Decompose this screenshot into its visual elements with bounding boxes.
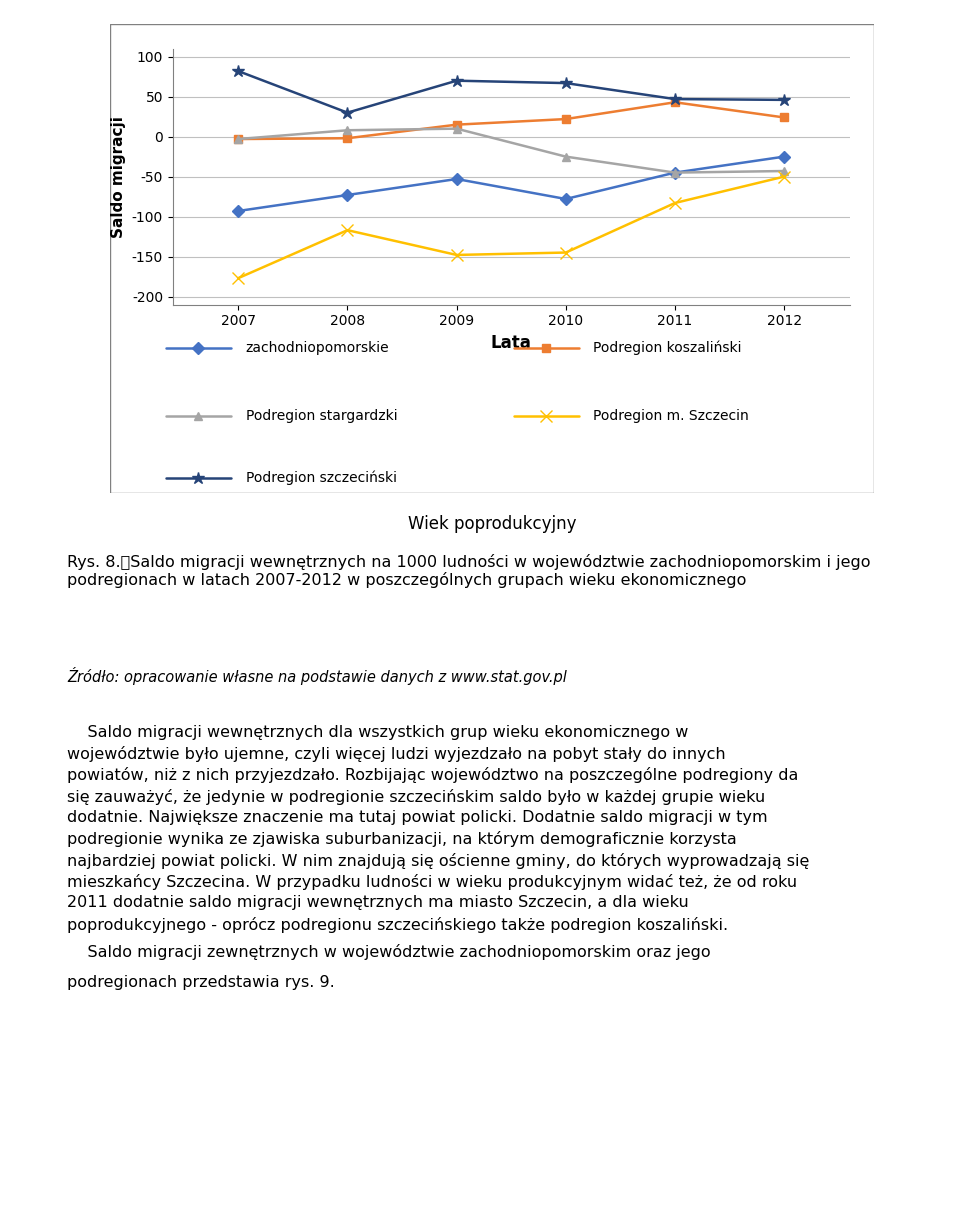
Podregion koszaliński (779, 110, 790, 124)
Podregion koszaliński (342, 132, 353, 146)
Text: mieszkańcy Szczecina. W przypadku ludności w wieku produkcyjnym widać też, że od: mieszkańcy Szczecina. W przypadku ludnoś… (67, 875, 798, 890)
Podregion szczeciński (560, 76, 571, 90)
Podregion stargardzki (451, 122, 463, 136)
Podregion szczeciński (779, 93, 790, 107)
Text: Rys. 8.	Saldo migracji wewnętrznych na 1000 ludności w województwie zachodniopom: Rys. 8. Saldo migracji wewnętrznych na 1… (67, 554, 871, 588)
Text: najbardziej powiat policki. W nim znajdują się ościenne gminy, do których wyprow: najbardziej powiat policki. W nim znajdu… (67, 853, 809, 868)
Text: Saldo migracji zewnętrznych w województwie zachodniopomorskim oraz jego: Saldo migracji zewnętrznych w województw… (67, 944, 710, 960)
X-axis label: Lata: Lata (491, 334, 532, 352)
Text: Podregion koszaliński: Podregion koszaliński (593, 341, 742, 356)
Line: Podregion stargardzki: Podregion stargardzki (234, 124, 788, 177)
Text: zachodniopomorskie: zachodniopomorskie (246, 341, 389, 356)
Text: powiatów, niż z nich przyjezdzało. Rozbijając województwo na poszczególne podreg: powiatów, niż z nich przyjezdzało. Rozbi… (67, 767, 799, 783)
Text: Podregion stargardzki: Podregion stargardzki (246, 409, 397, 424)
Text: się zauważyć, że jedynie w podregionie szczecińskim saldo było w każdej grupie w: się zauważyć, że jedynie w podregionie s… (67, 789, 765, 805)
Text: Podregion m. Szczecin: Podregion m. Szczecin (593, 409, 749, 424)
Podregion koszaliński (451, 117, 463, 132)
zachodniopomorskie (560, 191, 571, 206)
Podregion stargardzki (779, 163, 790, 178)
Podregion szczeciński (232, 63, 244, 78)
Podregion szczeciński (451, 73, 463, 88)
Text: 2011 dodatnie saldo migracji wewnętrznych ma miasto Szczecin, a dla wieku: 2011 dodatnie saldo migracji wewnętrznyc… (67, 895, 689, 910)
Y-axis label: Saldo migracji: Saldo migracji (111, 116, 127, 238)
Text: Źródło: opracowanie własne na podstawie danych z www.stat.gov.pl: Źródło: opracowanie własne na podstawie … (67, 667, 567, 685)
zachodniopomorskie (342, 188, 353, 202)
Podregion m. Szczecin (232, 270, 244, 285)
Podregion m. Szczecin (669, 196, 681, 211)
Podregion stargardzki (560, 150, 571, 164)
Text: podregionie wynika ze zjawiska suburbanizacji, na którym demograficznie korzysta: podregionie wynika ze zjawiska suburbani… (67, 831, 737, 848)
Line: Podregion koszaliński: Podregion koszaliński (234, 99, 788, 144)
zachodniopomorskie (669, 166, 681, 180)
zachodniopomorskie (779, 150, 790, 164)
Text: podregionach przedstawia rys. 9.: podregionach przedstawia rys. 9. (67, 974, 335, 990)
Podregion m. Szczecin (779, 169, 790, 184)
Text: Podregion szczeciński: Podregion szczeciński (246, 470, 396, 485)
Text: poprodukcyjnego - oprócz podregionu szczecińskiego także podregion koszaliński.: poprodukcyjnego - oprócz podregionu szcz… (67, 917, 729, 933)
Line: zachodniopomorskie: zachodniopomorskie (234, 152, 788, 216)
Podregion koszaliński (232, 132, 244, 146)
Podregion m. Szczecin (342, 223, 353, 238)
Podregion m. Szczecin (560, 245, 571, 259)
zachodniopomorskie (451, 172, 463, 186)
zachodniopomorskie (232, 203, 244, 218)
Line: Podregion m. Szczecin: Podregion m. Szczecin (232, 171, 790, 284)
Text: Saldo migracji wewnętrznych dla wszystkich grup wieku ekonomicznego w: Saldo migracji wewnętrznych dla wszystki… (67, 725, 688, 739)
Text: województwie było ujemne, czyli więcej ludzi wyjezdzało na pobyt stały do innych: województwie było ujemne, czyli więcej l… (67, 745, 726, 762)
Text: dodatnie. Największe znaczenie ma tutaj powiat policki. Dodatnie saldo migracji : dodatnie. Największe znaczenie ma tutaj … (67, 810, 768, 825)
Podregion koszaliński (560, 112, 571, 127)
Podregion stargardzki (342, 123, 353, 138)
Podregion m. Szczecin (451, 247, 463, 262)
Podregion szczeciński (342, 106, 353, 121)
Line: Podregion szczeciński: Podregion szczeciński (232, 65, 790, 119)
Podregion stargardzki (232, 132, 244, 146)
FancyBboxPatch shape (110, 24, 874, 493)
Podregion koszaliński (669, 95, 681, 110)
Text: Wiek poprodukcyjny: Wiek poprodukcyjny (408, 515, 576, 532)
Podregion szczeciński (669, 91, 681, 106)
Podregion stargardzki (669, 166, 681, 180)
